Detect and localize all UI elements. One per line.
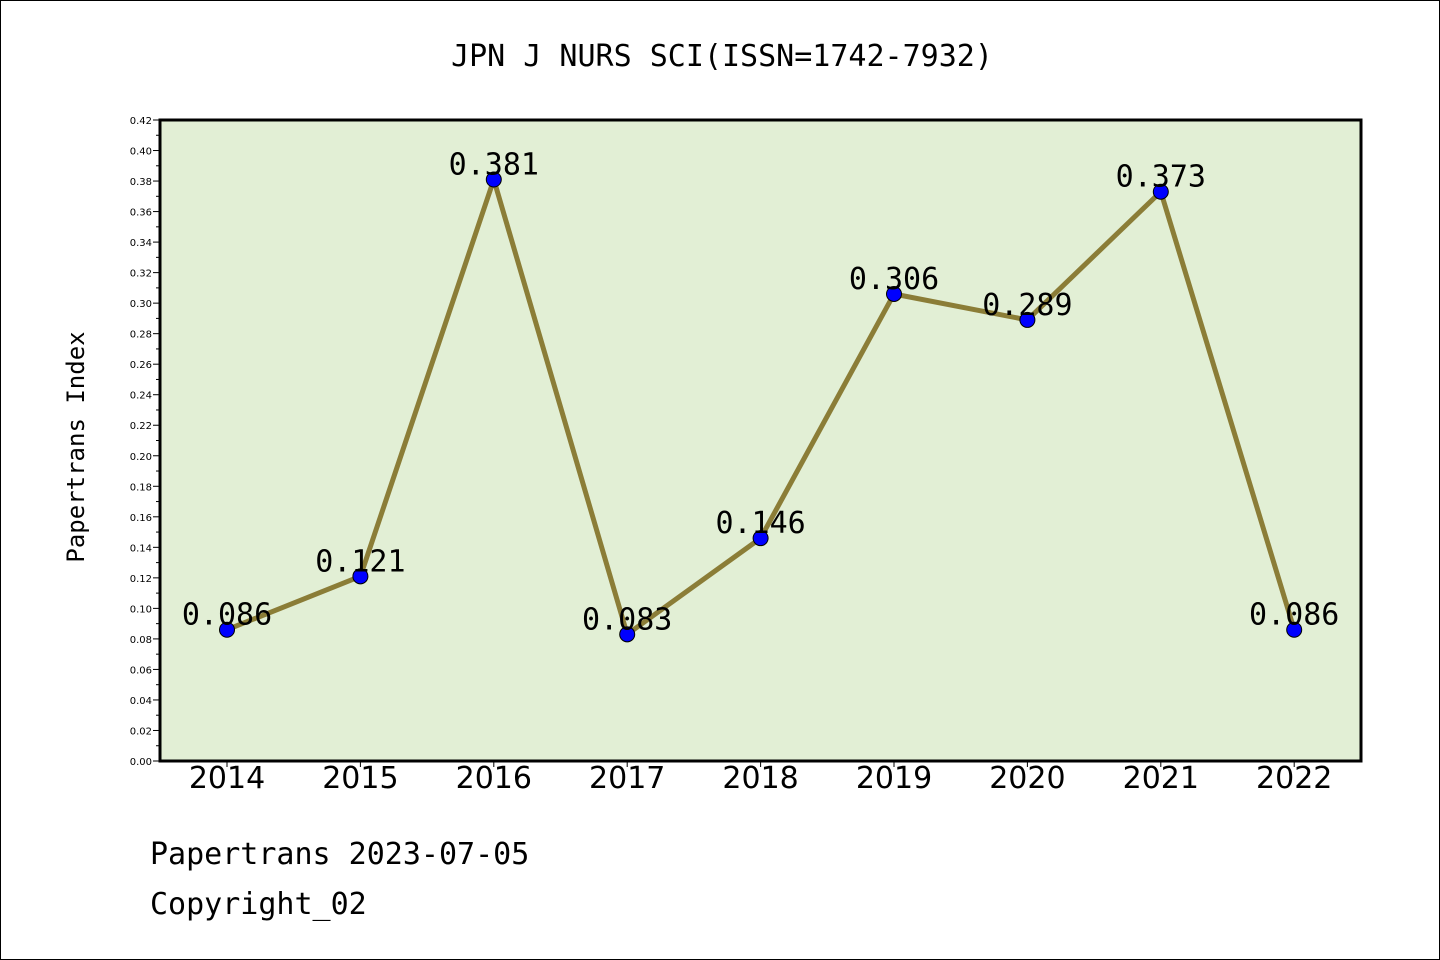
x-tick-label: 2014 bbox=[189, 761, 265, 796]
data-label: 0.083 bbox=[582, 602, 672, 637]
y-tick-label: 0.08 bbox=[130, 635, 152, 646]
y-tick-label: 0.24 bbox=[130, 391, 152, 402]
y-tick-label: 0.20 bbox=[130, 452, 152, 463]
y-tick-label: 0.28 bbox=[130, 330, 152, 341]
y-tick-label: 0.38 bbox=[130, 177, 152, 188]
plot-area bbox=[160, 120, 1361, 761]
data-label: 0.306 bbox=[849, 262, 939, 297]
x-tick-label: 2019 bbox=[856, 761, 932, 796]
x-axis: 2014 2015 2016 2017 2018 2019 2020 2021 2022 bbox=[189, 761, 1332, 796]
y-tick-label: 0.00 bbox=[130, 757, 152, 768]
y-tick-label: 0.12 bbox=[130, 574, 152, 585]
x-tick-label: 2018 bbox=[722, 761, 798, 796]
data-label: 0.086 bbox=[182, 598, 272, 633]
data-point bbox=[1152, 183, 1169, 200]
x-tick-label: 2016 bbox=[456, 761, 532, 796]
data-point bbox=[752, 530, 769, 547]
y-tick-label: 0.22 bbox=[130, 421, 152, 432]
y-tick-label: 0.30 bbox=[130, 299, 152, 310]
x-tick-label: 2021 bbox=[1123, 761, 1199, 796]
data-point bbox=[485, 171, 502, 188]
footer-date: Papertrans 2023-07-05 bbox=[150, 837, 529, 872]
data-label: 0.146 bbox=[715, 506, 805, 541]
y-tick-label: 0.32 bbox=[130, 269, 152, 280]
y-tick-label: 0.18 bbox=[130, 482, 152, 493]
chart-title: JPN J NURS SCI(ISSN=1742-7932) bbox=[451, 39, 993, 74]
footer-copyright: Copyright_02 bbox=[150, 887, 367, 922]
y-tick-label: 0.04 bbox=[130, 696, 152, 707]
data-point bbox=[619, 626, 636, 643]
y-tick-label: 0.40 bbox=[130, 147, 152, 158]
y-axis: 0.00 0.02 0.04 0.06 0.08 0.10 0.12 0.14 0.16 0.18… bbox=[130, 116, 160, 768]
data-label: 0.086 bbox=[1249, 598, 1339, 633]
data-point bbox=[1286, 621, 1303, 638]
data-label: 0.121 bbox=[315, 544, 405, 579]
x-tick-label: 2015 bbox=[322, 761, 398, 796]
y-tick-label: 0.16 bbox=[130, 513, 152, 524]
y-tick-label: 0.10 bbox=[130, 604, 152, 615]
y-tick-label: 0.36 bbox=[130, 208, 152, 219]
plot-border bbox=[158, 118, 1363, 763]
y-tick-label: 0.02 bbox=[130, 726, 152, 737]
y-tick-label: 0.14 bbox=[130, 543, 152, 554]
data-point bbox=[886, 285, 902, 302]
y-tick-label: 0.34 bbox=[130, 238, 152, 249]
x-tick-label: 2017 bbox=[589, 761, 665, 796]
data-point bbox=[219, 621, 235, 638]
data-point bbox=[352, 568, 369, 585]
y-tick-label: 0.42 bbox=[130, 116, 152, 127]
data-labels: 0.086 0.121 0.381 0.083 0.146 0.306 0.289 0.373… bbox=[182, 148, 1340, 638]
data-point bbox=[1019, 311, 1036, 328]
y-axis-label: Papertrans Index bbox=[62, 331, 90, 562]
data-label: 0.289 bbox=[982, 288, 1072, 323]
data-label: 0.381 bbox=[449, 148, 539, 183]
data-label: 0.373 bbox=[1116, 160, 1206, 195]
data-markers bbox=[219, 171, 1303, 643]
y-tick-label: 0.26 bbox=[130, 360, 152, 371]
x-tick-label: 2022 bbox=[1256, 761, 1332, 796]
y-tick-label: 0.06 bbox=[130, 665, 152, 676]
x-tick-label: 2020 bbox=[989, 761, 1065, 796]
